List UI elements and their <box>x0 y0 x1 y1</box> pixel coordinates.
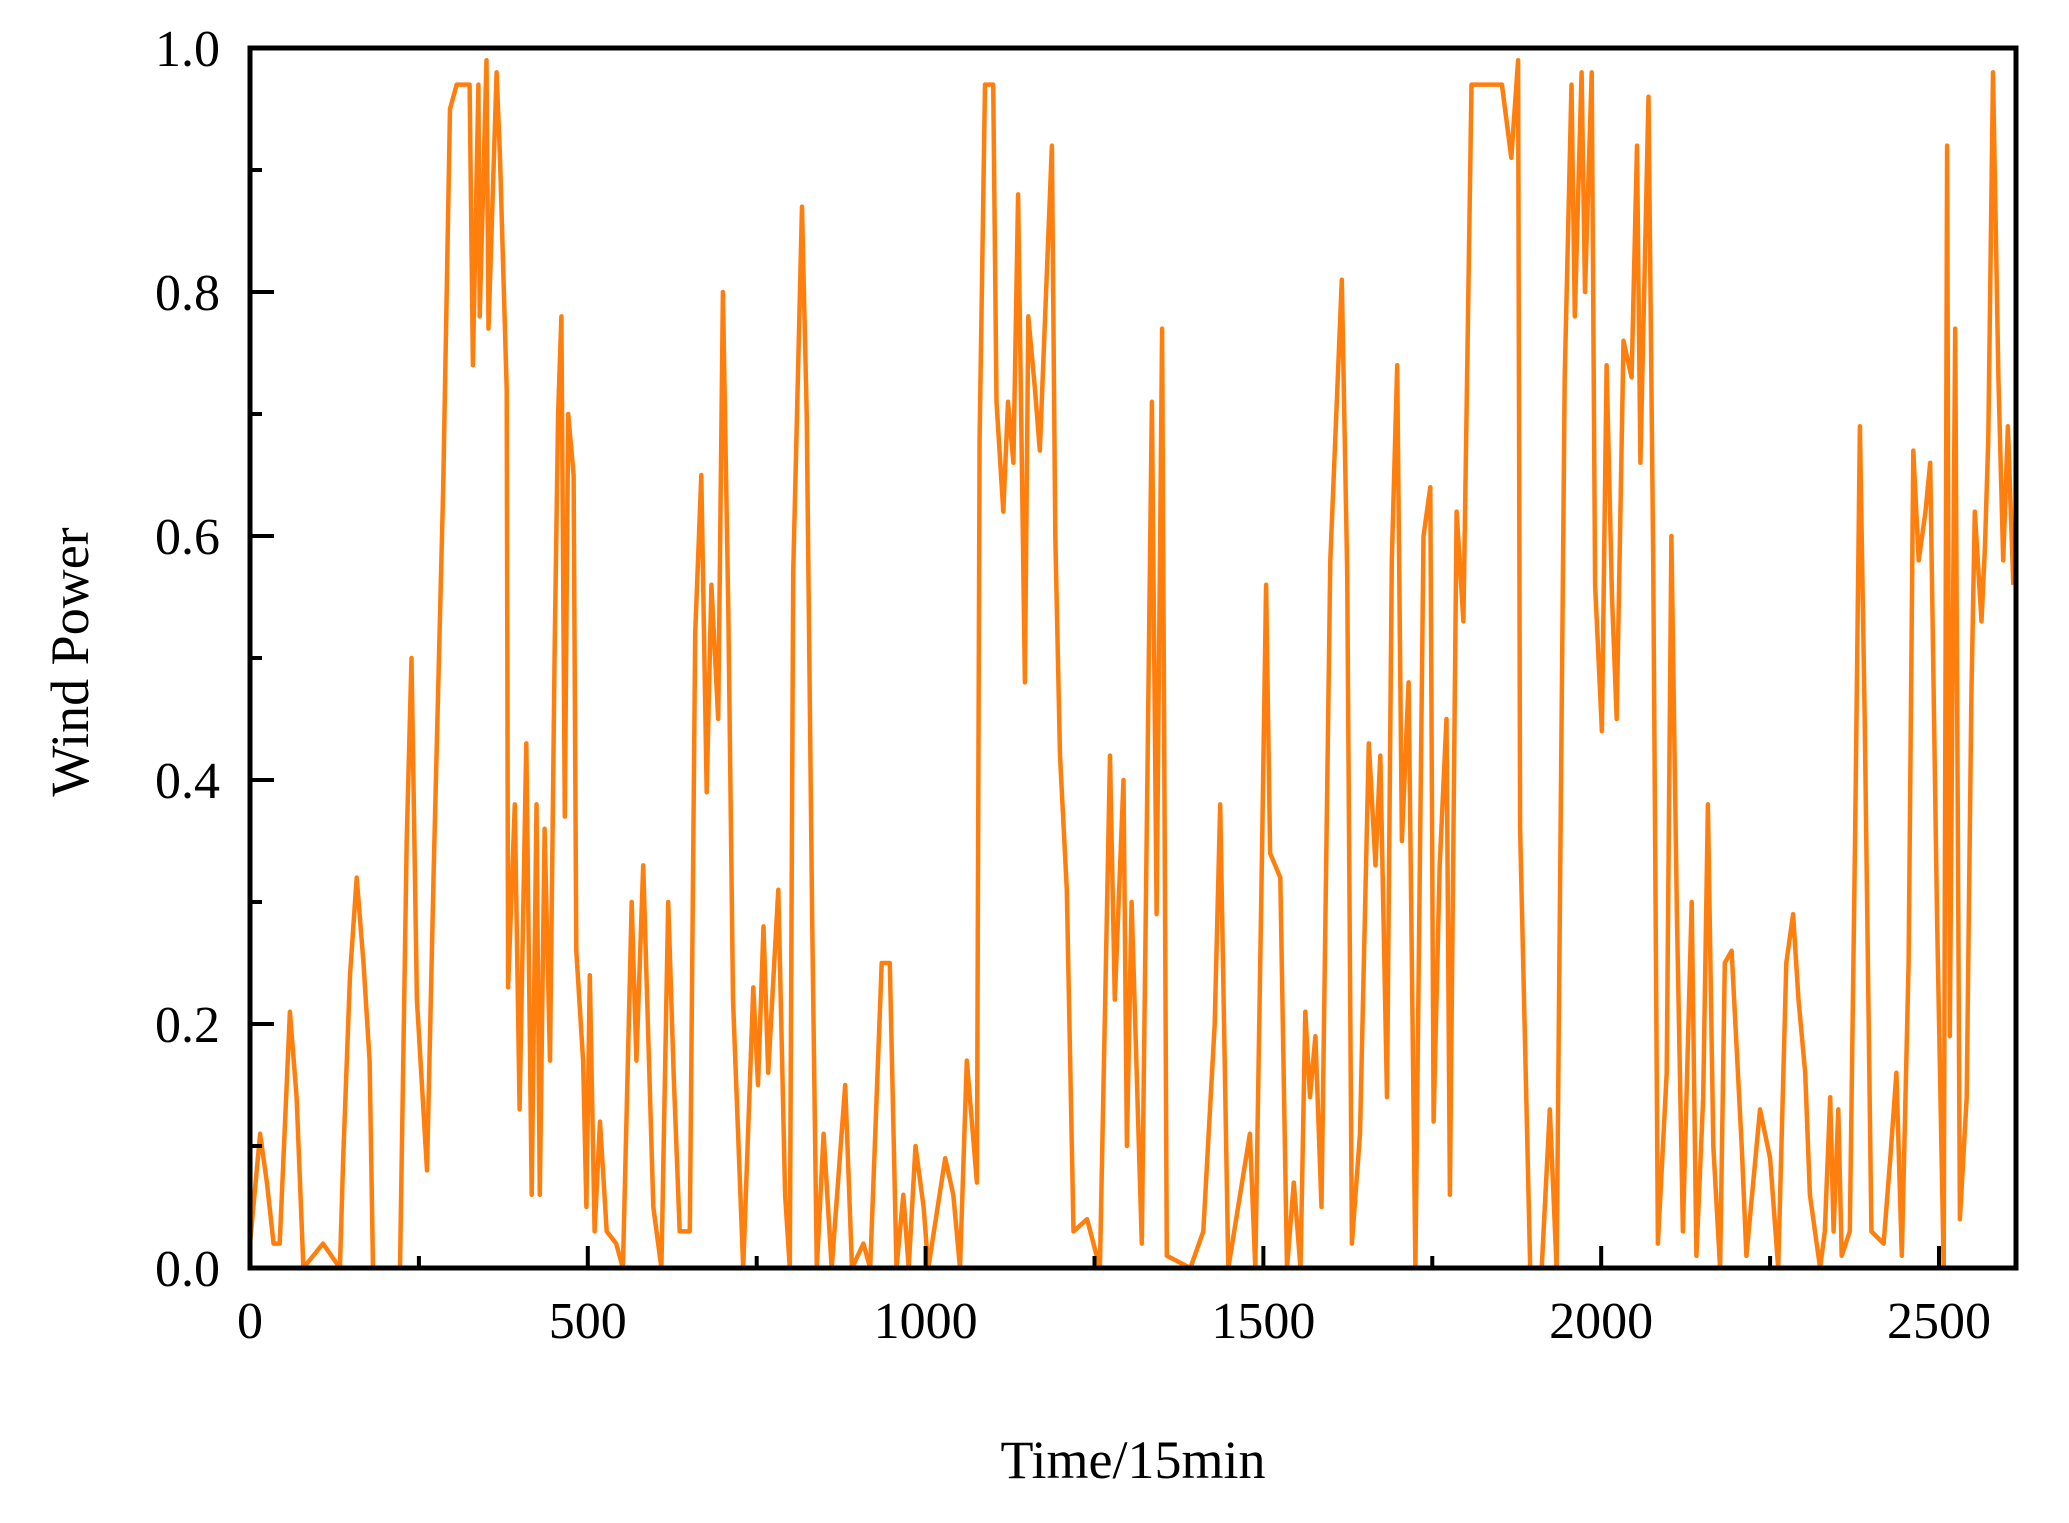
x-tick-label: 2000 <box>1549 1293 1653 1350</box>
y-tick-label: 0.8 <box>155 265 220 322</box>
x-axis-ticks: 0 500 1000 1500 2000 2500 <box>237 1246 1991 1350</box>
x-tick-label: 2500 <box>1887 1293 1991 1350</box>
y-tick-label: 0.4 <box>155 753 220 810</box>
x-tick-label: 1500 <box>1211 1293 1315 1350</box>
series-line-0 <box>247 57 2016 1271</box>
y-tick-label: 1.0 <box>155 21 220 78</box>
wind-power-series <box>247 57 2016 1271</box>
plot-area-frame <box>247 45 2019 1271</box>
y-tick-label: 0.2 <box>155 997 220 1054</box>
y-tick-label: 0.0 <box>155 1241 220 1298</box>
y-axis-ticks: 0.0 0.2 0.4 0.6 0.8 1.0 <box>155 21 274 1298</box>
x-tick-label: 0 <box>237 1293 263 1350</box>
x-axis-title: Time/15min <box>1000 1430 1265 1490</box>
y-axis-title: Wind Power <box>40 527 100 796</box>
x-tick-label: 1000 <box>874 1293 978 1350</box>
y-tick-label: 0.6 <box>155 509 220 566</box>
x-tick-label: 500 <box>549 1293 627 1350</box>
